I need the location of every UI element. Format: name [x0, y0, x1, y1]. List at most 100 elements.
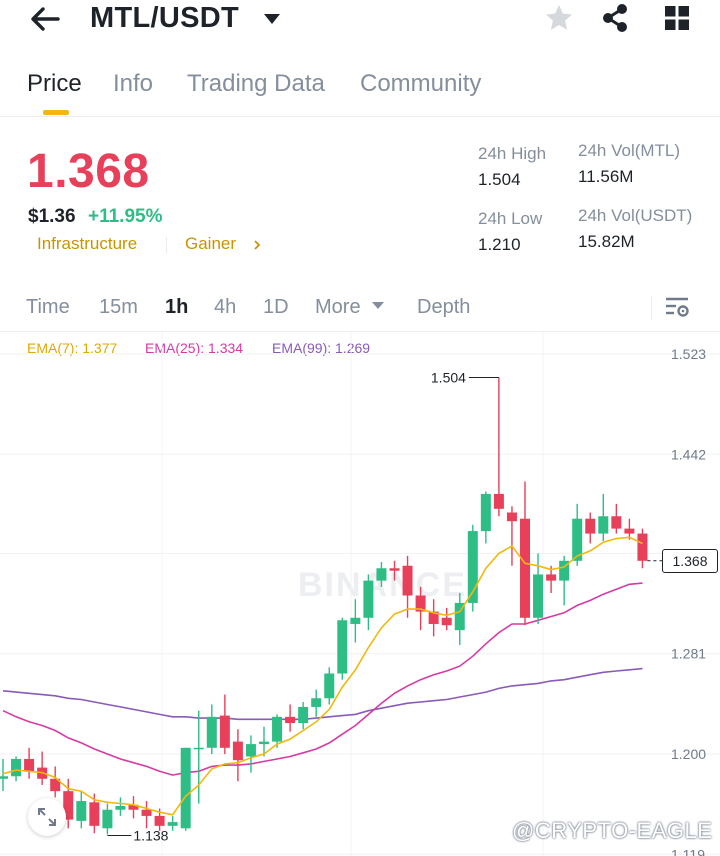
ema99-label: EMA(99): 1.269 — [272, 340, 371, 356]
back-arrow-icon[interactable] — [30, 6, 60, 32]
expand-icon — [38, 808, 56, 826]
tf-4h[interactable]: 4h — [214, 296, 237, 318]
tab-community[interactable]: Community — [360, 70, 482, 97]
star-icon[interactable] — [544, 3, 574, 33]
y-tick-label: 1.281 — [671, 646, 706, 662]
ema25-label: EMA(25): 1.334 — [145, 340, 244, 356]
tag-gainer[interactable]: Gainer — [185, 234, 237, 253]
candle-body — [624, 528, 635, 534]
last-price-tag: 1.368 — [662, 548, 718, 573]
tf-more[interactable]: More — [315, 296, 361, 318]
candle-body — [50, 778, 61, 792]
candle-body — [102, 809, 113, 829]
candle-body — [533, 574, 544, 618]
expand-chart-button[interactable] — [28, 798, 66, 836]
min-price-label: 1.138 — [133, 827, 168, 843]
candle-body — [611, 516, 622, 529]
vol-base-value: 11.56M — [578, 167, 634, 186]
candle-body — [180, 747, 191, 829]
low-value: 1.210 — [478, 235, 521, 254]
active-tab-indicator — [43, 110, 69, 115]
candle-body — [428, 611, 439, 624]
header: MTL/USDT — [0, 0, 720, 44]
candle-body — [520, 518, 530, 618]
y-tick-label: 1.200 — [671, 746, 706, 762]
candle-body — [376, 568, 387, 581]
tab-trading-data[interactable]: Trading Data — [187, 70, 325, 97]
candle-body — [285, 716, 296, 724]
ema25-line — [2, 582, 643, 776]
vol-base-label: 24h Vol(MTL) — [578, 141, 681, 160]
ema99-line — [2, 667, 643, 721]
candle-body — [559, 560, 570, 581]
candle-body — [637, 533, 648, 561]
candle-body — [585, 518, 596, 534]
tf-time[interactable]: Time — [26, 296, 70, 318]
change-percent: +11.95% — [88, 206, 163, 227]
tf-15m[interactable]: 15m — [99, 296, 138, 318]
candle-body — [206, 716, 217, 748]
candle-body — [441, 617, 452, 626]
author-watermark: @CRYPTO-EAGLE — [512, 818, 713, 843]
tf-1d[interactable]: 1D — [263, 296, 289, 318]
usd-price: $1.36 — [28, 206, 76, 227]
candle-body — [298, 706, 309, 724]
grid-icon[interactable] — [664, 5, 690, 31]
tf-1h[interactable]: 1h — [165, 296, 189, 318]
chart-settings-icon[interactable] — [664, 294, 690, 320]
candle-body — [311, 698, 322, 707]
y-tick-label: 1.119 — [671, 846, 705, 856]
candle-body — [572, 518, 583, 561]
candle-body — [24, 758, 35, 772]
candle-body — [89, 802, 100, 826]
candle-body — [493, 493, 504, 509]
tab-info[interactable]: Info — [113, 70, 154, 97]
caret-down-icon[interactable] — [263, 12, 281, 26]
candle-body — [232, 741, 243, 761]
chevron-right-icon[interactable] — [252, 239, 262, 251]
high-value: 1.504 — [478, 170, 521, 189]
candle-body — [141, 809, 152, 816]
divider — [651, 296, 652, 320]
last-price: 1.368 — [27, 145, 150, 198]
candle-body — [115, 806, 126, 810]
candle-body — [272, 716, 283, 742]
candle-body — [259, 741, 269, 745]
pair-title[interactable]: MTL/USDT — [90, 2, 239, 34]
candle-body — [0, 776, 8, 779]
candle-body — [63, 791, 74, 820]
caret-down-icon[interactable] — [372, 302, 384, 310]
tag-infrastructure[interactable]: Infrastructure — [37, 234, 138, 253]
tf-depth[interactable]: Depth — [417, 296, 471, 318]
candle-body — [167, 822, 178, 826]
candle-body — [480, 493, 491, 532]
candle-body — [363, 580, 374, 618]
candle-body — [546, 574, 557, 581]
tab-bar: Price Info Trading Data Community — [0, 62, 720, 117]
ema7-line — [2, 536, 643, 816]
tag-divider — [166, 237, 167, 253]
candle-body — [219, 715, 230, 748]
low-label: 24h Low — [478, 209, 543, 228]
y-tick-label: 1.523 — [671, 346, 706, 362]
vol-quote-label: 24h Vol(USDT) — [578, 206, 693, 225]
y-tick-label: 1.442 — [671, 446, 706, 462]
candle-body — [467, 531, 478, 603]
candle-body — [454, 602, 465, 631]
candle-body — [350, 617, 361, 624]
max-price-label: 1.504 — [431, 370, 466, 386]
vol-quote-value: 15.82M — [578, 232, 635, 251]
candle-body — [506, 512, 517, 522]
candle-body — [402, 565, 413, 596]
share-icon[interactable] — [601, 3, 629, 33]
candle-body — [415, 595, 426, 612]
ema7-label: EMA(7): 1.377 — [27, 340, 118, 356]
candle-body — [245, 744, 256, 757]
high-label: 24h High — [478, 144, 547, 163]
tab-price[interactable]: Price — [27, 70, 82, 97]
candle-body — [76, 801, 87, 821]
candle-body — [193, 747, 204, 750]
candle-body — [128, 804, 139, 810]
candle-body — [598, 516, 609, 534]
